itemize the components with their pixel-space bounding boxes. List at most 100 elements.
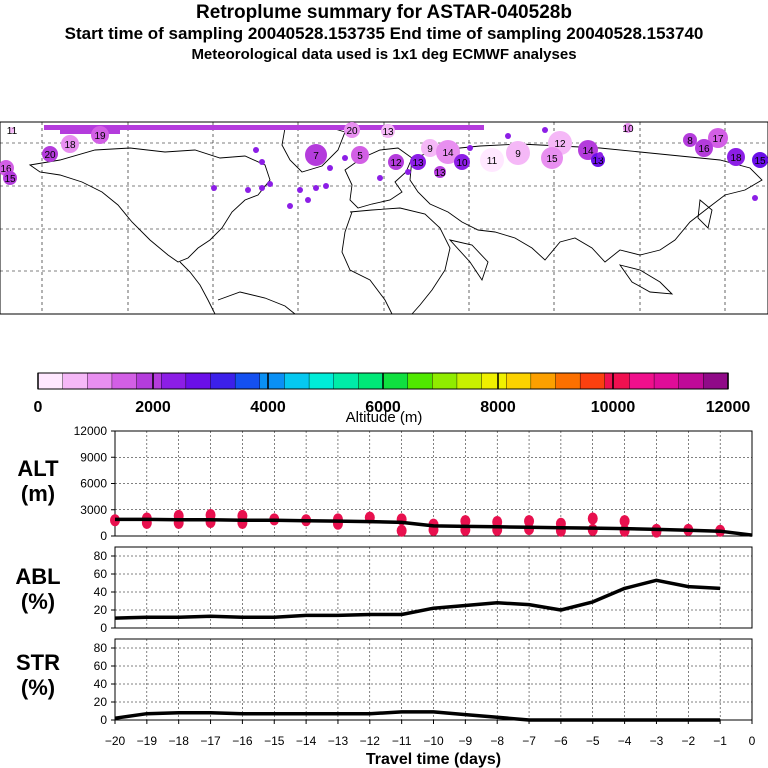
plume-marker-label: 16 <box>0 164 12 175</box>
plume-marker-label: 15 <box>754 156 766 167</box>
colorbar-tick-label: 12000 <box>706 399 751 416</box>
plume-marker-label: 9 <box>515 149 521 160</box>
colorbar-cell <box>703 372 729 390</box>
x-tick-label: −2 <box>681 734 695 748</box>
altitude-marker <box>651 525 662 538</box>
abl-panel: 0 20 40 60 80 ABL(%) <box>15 546 753 635</box>
x-tick-label: 0 <box>749 734 756 748</box>
colorbar-cell <box>284 372 310 390</box>
colorbar-cell <box>210 372 236 390</box>
plume-marker <box>388 154 404 170</box>
y-tick-label: 0 <box>100 529 107 543</box>
plume-streak <box>44 125 484 130</box>
colorbar-cell <box>382 372 409 390</box>
plume-dot <box>377 175 383 181</box>
altitude-marker <box>587 512 598 525</box>
colorbar-cell <box>506 372 532 390</box>
x-tick-label: −4 <box>618 734 632 748</box>
plume-marker <box>480 148 504 172</box>
colorbar-tick-label: 0 <box>34 399 43 416</box>
colorbar-cell <box>530 372 557 390</box>
colorbar-tick-label: 8000 <box>480 399 516 416</box>
colorbar-cell <box>87 372 113 390</box>
str-panel: 0 20 40 60 80 STR(%) <box>16 638 753 727</box>
colorbar-cell <box>432 372 458 390</box>
plume-marker <box>541 147 563 169</box>
colorbar-cell <box>308 372 335 390</box>
altitude-colorbar: 0 2000 4000 6000 8000 10000 12000 Altitude (m) <box>34 372 751 426</box>
colorbar-cell <box>259 372 286 390</box>
plume-dot <box>542 127 548 133</box>
plume-dot <box>211 185 217 191</box>
plume-marker-label: 10 <box>622 124 634 135</box>
plume-marker-label: 13 <box>434 168 446 179</box>
plume-marker-label: 20 <box>44 150 56 161</box>
plume-dot <box>467 145 473 151</box>
plume-marker <box>410 154 426 170</box>
plume-marker <box>454 154 470 170</box>
panel-unit: (m) <box>21 481 55 506</box>
colorbar-cell <box>407 372 433 390</box>
plume-streak <box>60 130 120 134</box>
panel-label: STR <box>16 650 60 675</box>
x-tick-label: −16 <box>232 734 253 748</box>
colorbar-tick-label: 2000 <box>135 399 171 416</box>
x-tick-label: −13 <box>328 734 349 748</box>
plume-marker-label: 10 <box>456 158 468 169</box>
plume-marker-label: 11 <box>487 156 498 167</box>
alt-panel: 0 3000 6000 9000 12000 ALT(m) <box>17 424 753 543</box>
plume-marker-label: 11 <box>7 126 18 137</box>
altitude-marker <box>619 515 630 528</box>
plume-dot <box>259 159 265 165</box>
plume-dot <box>267 181 273 187</box>
x-tick-label: −5 <box>586 734 600 748</box>
colorbar-cell <box>456 372 483 390</box>
x-tick-label: −10 <box>423 734 444 748</box>
plume-dot <box>323 183 329 189</box>
x-tick-label: −11 <box>392 734 412 748</box>
colorbar-cell <box>185 372 212 390</box>
plume-marker-label: 20 <box>346 126 358 137</box>
plume-dot <box>342 155 348 161</box>
y-tick-label: 40 <box>94 585 108 599</box>
plume-marker-label: 14 <box>442 148 454 159</box>
plume-dot <box>327 165 333 171</box>
plume-marker <box>421 139 439 157</box>
colorbar-tick-label: 10000 <box>591 399 636 416</box>
plume-dot <box>259 185 265 191</box>
y-tick-label: 80 <box>94 641 108 655</box>
x-tick-label: −20 <box>105 734 126 748</box>
plume-marker-label: 13 <box>592 156 604 167</box>
plume-dot <box>253 147 259 153</box>
plume-marker <box>91 126 109 144</box>
plume-marker-label: 19 <box>94 131 106 142</box>
colorbar-cell <box>161 372 187 390</box>
y-tick-label: 80 <box>94 549 108 563</box>
plume-marker <box>578 140 598 160</box>
x-tick-label: −12 <box>360 734 381 748</box>
plume-marker-label: 5 <box>357 151 363 162</box>
plume-marker <box>344 122 360 138</box>
colorbar-cell <box>111 372 138 390</box>
panel-unit: (%) <box>21 675 55 700</box>
chart-title: Retroplume summary for ASTAR-040528b <box>196 2 572 23</box>
str-series-line <box>114 710 721 722</box>
colorbar-tick-label: 4000 <box>250 399 286 416</box>
altitude-marker <box>205 516 216 528</box>
plume-marker <box>695 139 713 157</box>
y-tick-label: 40 <box>94 677 108 691</box>
plume-dot <box>245 187 251 193</box>
plume-dot <box>287 203 293 209</box>
colorbar-cell <box>481 372 507 390</box>
colorbar-cell <box>678 372 704 390</box>
plume-marker-label: 12 <box>390 158 402 169</box>
colorbar-cell <box>629 372 655 390</box>
abl-series-line <box>114 578 721 620</box>
x-tick-label: −15 <box>264 734 285 748</box>
colorbar-cell <box>62 372 88 390</box>
colorbar-label: Altitude (m) <box>346 409 423 426</box>
x-tick-label: −6 <box>554 734 568 748</box>
